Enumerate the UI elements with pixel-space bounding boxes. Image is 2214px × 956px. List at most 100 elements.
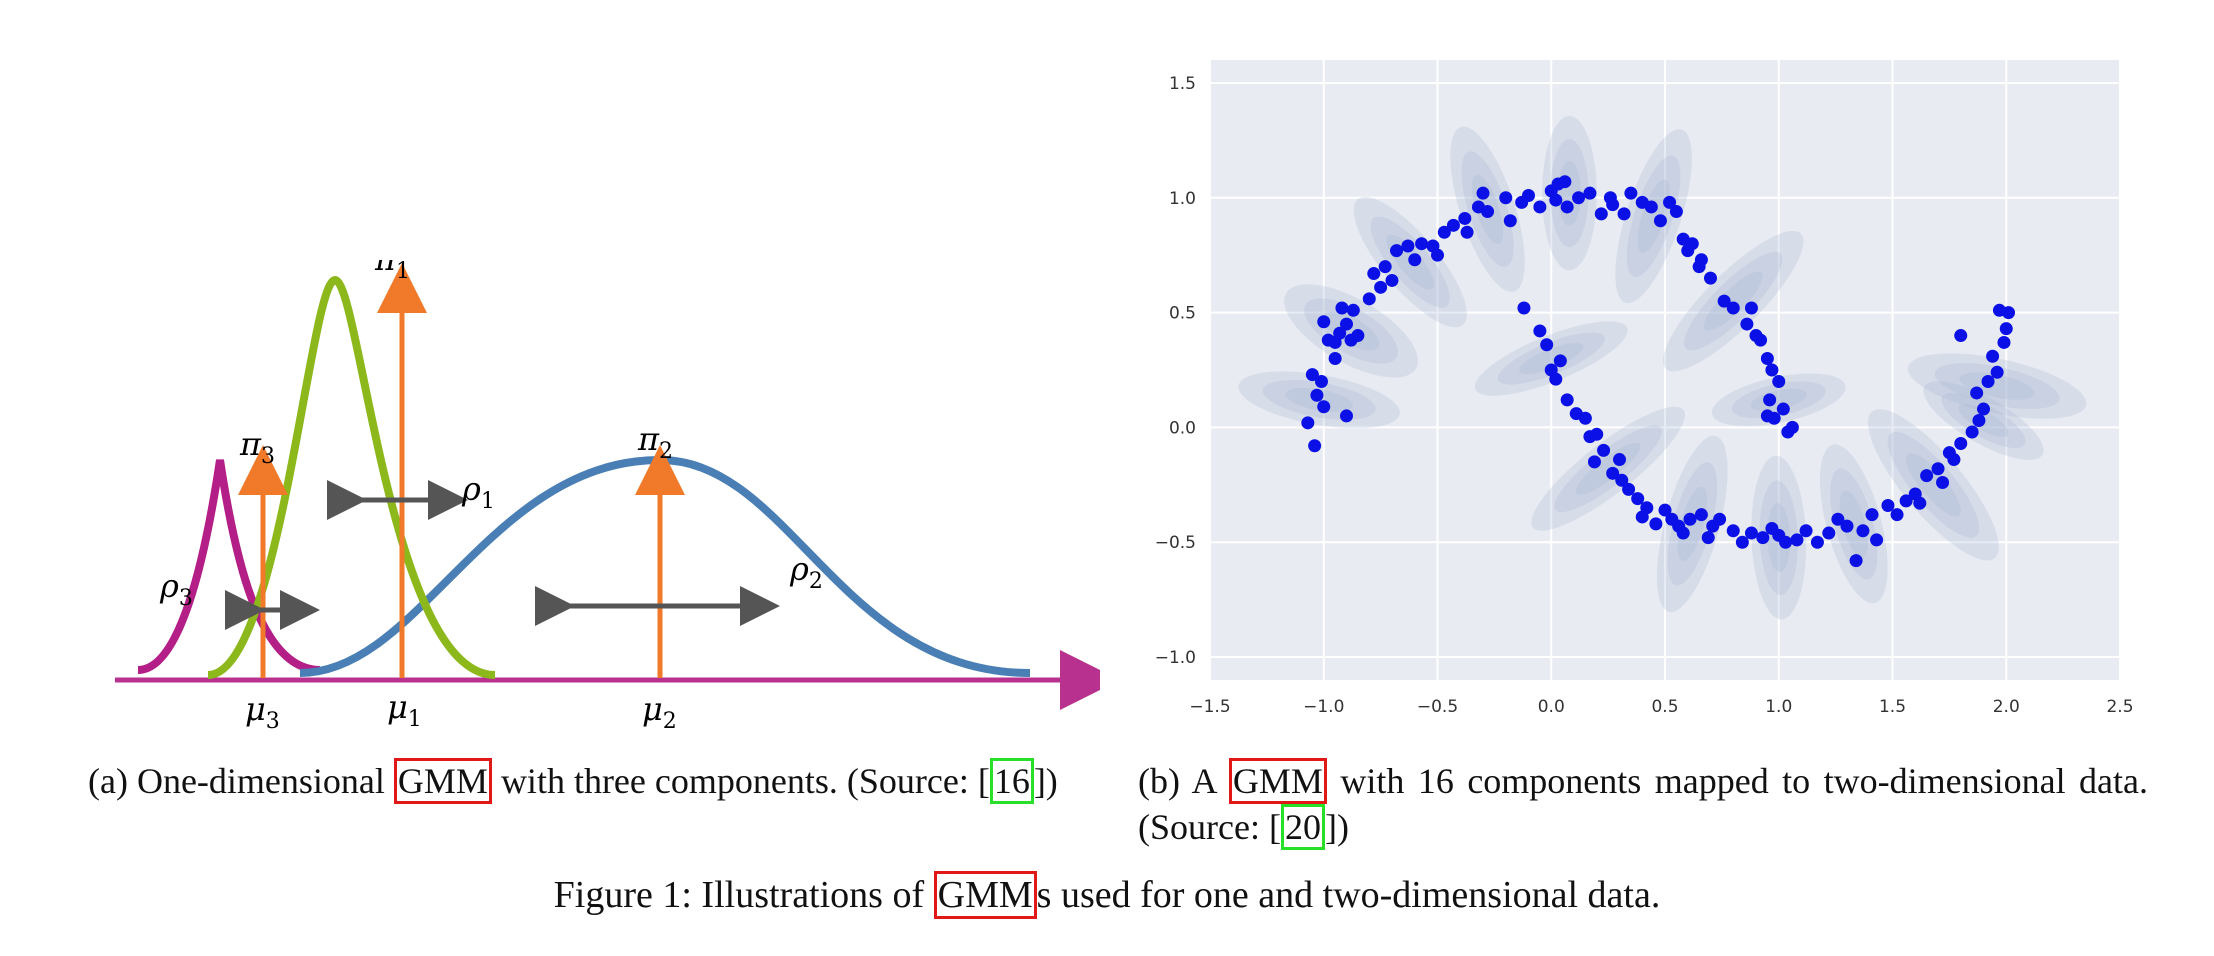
data-point bbox=[1822, 526, 1836, 540]
data-point bbox=[1624, 186, 1638, 200]
data-point bbox=[1310, 388, 1324, 402]
gaussian-component-ellipse bbox=[1497, 332, 1605, 385]
pi1-label: π1 bbox=[374, 260, 410, 284]
gmm-acronym-link[interactable]: GMM bbox=[933, 871, 1037, 919]
data-point bbox=[1378, 260, 1392, 274]
gaussian-component-ellipse bbox=[1322, 311, 1380, 351]
data-point bbox=[1704, 271, 1717, 285]
data-point bbox=[1317, 315, 1331, 329]
gaussian-component-ellipse bbox=[1731, 381, 1826, 419]
data-point bbox=[1765, 363, 1779, 377]
data-point bbox=[1517, 301, 1531, 315]
caption-a-text-2: with three components. (Source: [ bbox=[491, 761, 990, 801]
gaussian-component-ellipse bbox=[1830, 468, 1878, 580]
data-point bbox=[1754, 333, 1768, 347]
data-point bbox=[1590, 427, 1604, 441]
data-point bbox=[1558, 175, 1572, 189]
data-point bbox=[1735, 535, 1749, 549]
data-point bbox=[1314, 374, 1328, 388]
gmm-acronym-link[interactable]: GMM bbox=[1228, 758, 1327, 804]
data-point bbox=[1726, 524, 1740, 538]
data-point bbox=[1362, 292, 1376, 306]
x-tick-label: 1.5 bbox=[1879, 697, 1906, 717]
data-point bbox=[1587, 455, 1601, 469]
caption-a-text: (a) One-dimensional bbox=[88, 761, 394, 801]
data-point bbox=[1744, 526, 1758, 540]
data-point bbox=[1631, 492, 1645, 506]
data-point bbox=[1615, 473, 1629, 487]
data-point bbox=[1763, 393, 1777, 407]
data-point bbox=[1415, 237, 1429, 251]
gaussian-component-ellipse bbox=[1867, 409, 1999, 561]
gaussian-component-ellipse bbox=[1626, 155, 1681, 278]
gaussian-component-ellipse bbox=[1637, 179, 1670, 253]
data-point bbox=[1390, 244, 1404, 258]
gaussian-component-ellipse bbox=[1839, 490, 1869, 558]
data-point bbox=[1533, 324, 1547, 338]
data-point bbox=[1772, 374, 1786, 388]
data-point bbox=[1308, 439, 1322, 453]
y-tick-label: −1.0 bbox=[1155, 648, 1196, 668]
data-point bbox=[1920, 469, 1934, 483]
data-point bbox=[1431, 248, 1444, 262]
data-point bbox=[1622, 482, 1636, 496]
data-point bbox=[1460, 225, 1474, 239]
x-tick-label: 2.0 bbox=[1993, 697, 2020, 717]
rho1-label: ρ1 bbox=[461, 470, 495, 514]
gaussian-component-ellipse bbox=[1819, 444, 1888, 604]
y-tick-label: −0.5 bbox=[1155, 533, 1196, 553]
gaussian-component-ellipse bbox=[1542, 115, 1597, 271]
data-point bbox=[1779, 535, 1793, 549]
figure-caption-text-2: s used for one and two-dimensional data. bbox=[1036, 874, 1661, 916]
data-point bbox=[1374, 280, 1388, 294]
data-point bbox=[1756, 531, 1770, 545]
data-point bbox=[1594, 207, 1608, 221]
data-point bbox=[1890, 508, 1904, 522]
citation-link-20[interactable]: 20 bbox=[1280, 804, 1325, 850]
data-point bbox=[1999, 322, 2013, 336]
data-point bbox=[1760, 409, 1774, 423]
gaussian-component-ellipse bbox=[1905, 453, 1961, 517]
data-point bbox=[1881, 498, 1895, 512]
caption-b-end: ]) bbox=[1324, 807, 1349, 847]
data-point bbox=[1560, 200, 1574, 214]
data-point bbox=[1981, 374, 1995, 388]
data-point bbox=[1781, 425, 1795, 439]
data-point bbox=[1437, 225, 1451, 239]
one-dimensional-gmm-illustration: π1 π3 π2 ρ1 ρ3 ρ2 μ3 μ1 μ2 bbox=[115, 260, 1100, 730]
gaussian-component-ellipse bbox=[1934, 363, 2060, 409]
data-point bbox=[1340, 317, 1353, 331]
x-tick-label: 2.5 bbox=[2106, 697, 2133, 717]
data-point bbox=[1305, 368, 1319, 382]
data-point bbox=[1301, 416, 1315, 430]
mu2-label: μ2 bbox=[642, 690, 677, 730]
data-point bbox=[1458, 211, 1472, 225]
rho3-label: ρ3 bbox=[159, 567, 193, 611]
citation-link-16[interactable]: 16 bbox=[989, 758, 1034, 804]
data-point bbox=[1942, 446, 1956, 460]
gaussian-component-ellipse bbox=[1550, 139, 1589, 248]
data-point bbox=[1954, 329, 1968, 343]
y-tick-label: 0.0 bbox=[1169, 418, 1196, 438]
x-tick-label: 0.0 bbox=[1538, 697, 1565, 717]
gaussian-component-ellipse bbox=[1662, 230, 1804, 372]
data-point bbox=[1335, 301, 1349, 315]
x-tick-label: 1.0 bbox=[1765, 697, 1792, 717]
gaussian-component-ellipse bbox=[1615, 129, 1692, 304]
data-point bbox=[1540, 338, 1554, 352]
data-point bbox=[1549, 193, 1563, 207]
figure-caption: Figure 1: Illustrations of GMM s used for… bbox=[0, 871, 2214, 919]
data-point bbox=[1658, 503, 1672, 517]
data-point bbox=[1635, 510, 1649, 524]
data-point bbox=[1613, 453, 1626, 467]
gmm-acronym-link[interactable]: GMM bbox=[393, 758, 492, 804]
gaussian-component-ellipse bbox=[1684, 251, 1783, 351]
data-point bbox=[1810, 535, 1824, 549]
data-point bbox=[1578, 411, 1592, 425]
data-point bbox=[1663, 195, 1677, 209]
gaussian-component-ellipse bbox=[1304, 298, 1398, 364]
component-3-curve bbox=[137, 459, 321, 674]
data-point bbox=[1977, 402, 1990, 416]
data-point bbox=[1717, 294, 1731, 308]
data-point bbox=[1476, 186, 1490, 200]
